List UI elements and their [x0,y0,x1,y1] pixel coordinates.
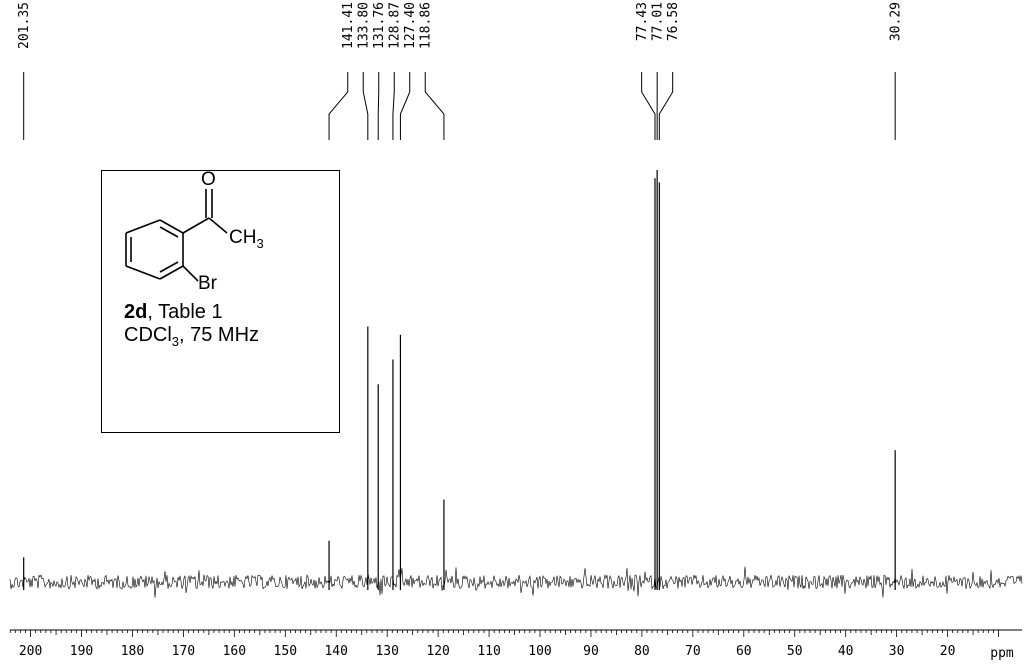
peak-connector-133.80 [362,72,369,140]
peak-label-131.76: 131.76 [372,2,387,49]
solvent-subscript: 3 [171,334,180,349]
peak-connector-141.41 [328,72,349,140]
x-tick-label-170: 170 [172,644,195,659]
x-tick-label-50: 50 [787,644,803,659]
frequency: , 75 MHz [179,324,260,346]
compound-id: 2d [124,301,148,323]
x-tick-label-130: 130 [375,644,398,659]
solvent-name: CDCl [124,324,172,346]
baseline-noise [9,566,1023,598]
x-tick-label-60: 60 [736,644,752,659]
x-tick-label-40: 40 [838,644,854,659]
solvent-frequency-caption: CDCl3, 75 MHz [124,324,259,349]
x-tick-label-160: 160 [223,644,246,659]
peak-connector-76.58 [658,72,674,140]
x-tick-label-70: 70 [685,644,701,659]
peak-labels: 201.35 141.41 133.80 131.76 128.87 127.40 118.… [17,2,903,49]
peak-label-connectors [23,72,896,140]
molecule-structure [125,189,228,282]
peak-label-128.87: 128.87 [388,2,403,49]
peak-connector-131.76 [377,72,380,140]
peak-connector-127.40 [399,72,411,140]
bromine-atom-label: Br [198,273,217,294]
x-axis: 200 190 180 170 160 150 140 130 120 110 100 90 80 70 6… [9,629,1022,661]
peak-connector-77.43 [641,72,656,140]
x-axis-label: ppm [990,646,1014,661]
peak-label-30.29: 30.29 [889,2,904,41]
methyl-group-label: CH3 [229,227,264,251]
x-tick-label-140: 140 [324,644,347,659]
compound-inset: O CH3 Br 2d, Table 1 CDCl3, 75 MHz [101,169,340,433]
peak-label-76.58: 76.58 [666,2,681,41]
compound-caption: 2d, Table 1 [124,301,223,324]
baseline-noise-trace [9,566,1023,598]
x-tick-label-190: 190 [70,644,93,659]
peak-label-133.80: 133.80 [357,2,372,49]
x-tick-label-20: 20 [940,644,956,659]
x-tick-label-30: 30 [889,644,905,659]
peak-connector-128.87 [392,72,395,140]
peak-label-77.01: 77.01 [651,2,666,41]
methyl-subscript: 3 [256,235,264,251]
peak-label-77.43: 77.43 [635,2,650,41]
peak-label-141.41: 141.41 [341,2,356,49]
peak-label-127.40: 127.40 [403,2,418,49]
peak-label-201.35: 201.35 [17,2,32,49]
compound-table-ref: , Table 1 [147,301,223,323]
peak-label-118.86: 118.86 [419,2,434,49]
x-tick-label-80: 80 [634,644,650,659]
x-tick-label-180: 180 [121,644,144,659]
peak-lines [23,170,896,590]
methyl-ch: CH [229,227,257,248]
oxygen-atom-label: O [201,169,216,190]
x-tick-label-110: 110 [477,644,500,659]
x-tick-label-100: 100 [528,644,551,659]
x-tick-label-120: 120 [426,644,449,659]
x-tick-label-200: 200 [19,644,42,659]
x-tick-label-90: 90 [583,644,599,659]
peak-connector-118.86 [424,72,445,140]
x-tick-label-150: 150 [274,644,297,659]
